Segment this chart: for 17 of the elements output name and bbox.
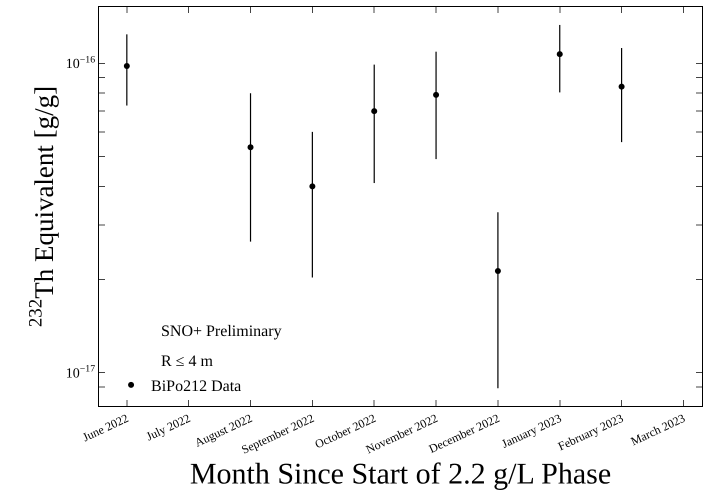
point xyxy=(124,62,130,69)
legend-label: BiPo212 Data xyxy=(151,378,242,396)
x-tick-label: July 2022 xyxy=(144,410,192,444)
point xyxy=(433,92,440,98)
x-axis-title: Month Since Start of 2.2 g/L Phase xyxy=(190,457,612,490)
annotation: R ≤ 4 m xyxy=(161,353,214,370)
annotation: SNO+ Preliminary xyxy=(161,323,282,340)
point xyxy=(494,268,501,274)
point xyxy=(556,51,563,58)
y-tick-label: 10$^{−16}$ xyxy=(66,54,96,72)
point xyxy=(371,108,378,114)
point xyxy=(248,144,254,150)
x-tick-label: June 2022 xyxy=(80,410,131,444)
point xyxy=(309,183,316,190)
point xyxy=(618,84,625,90)
y-tick-label: 10$^{−17}$ xyxy=(66,364,96,382)
x-tick-label: March 2023 xyxy=(628,410,688,448)
